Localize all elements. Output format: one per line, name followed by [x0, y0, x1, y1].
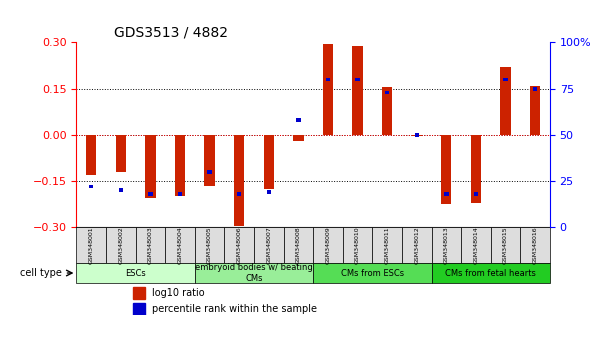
FancyBboxPatch shape	[431, 227, 461, 263]
Bar	[530, 86, 540, 135]
Text: cell type: cell type	[20, 268, 62, 278]
Bar	[266, 190, 271, 194]
Text: CMs from ESCs: CMs from ESCs	[341, 269, 404, 278]
Text: GDS3513 / 4882: GDS3513 / 4882	[114, 26, 229, 40]
Bar	[204, 135, 214, 186]
FancyBboxPatch shape	[431, 263, 550, 283]
Text: ESCs: ESCs	[125, 269, 146, 278]
Text: GSM348004: GSM348004	[177, 227, 183, 264]
Text: GSM348013: GSM348013	[444, 227, 449, 264]
Bar	[470, 135, 481, 202]
Bar	[500, 67, 511, 135]
FancyBboxPatch shape	[461, 227, 491, 263]
Text: CMs from fetal hearts: CMs from fetal hearts	[445, 269, 536, 278]
Text: GSM348007: GSM348007	[266, 227, 271, 264]
Bar	[178, 192, 182, 196]
Text: GSM348006: GSM348006	[236, 227, 241, 264]
Text: GSM348001: GSM348001	[89, 227, 93, 264]
Text: embryoid bodies w/ beating
CMs: embryoid bodies w/ beating CMs	[195, 263, 313, 283]
FancyBboxPatch shape	[224, 227, 254, 263]
Bar	[133, 287, 145, 299]
Text: log10 ratio: log10 ratio	[152, 288, 205, 298]
Bar	[263, 135, 274, 189]
FancyBboxPatch shape	[76, 263, 195, 283]
Text: GSM348008: GSM348008	[296, 227, 301, 264]
Bar	[175, 135, 185, 196]
FancyBboxPatch shape	[195, 227, 224, 263]
Bar	[503, 78, 508, 81]
FancyBboxPatch shape	[106, 227, 136, 263]
Bar	[326, 78, 330, 81]
FancyBboxPatch shape	[402, 227, 431, 263]
Bar	[533, 87, 537, 91]
FancyBboxPatch shape	[254, 227, 284, 263]
Bar	[385, 91, 389, 94]
Text: GSM348003: GSM348003	[148, 227, 153, 264]
FancyBboxPatch shape	[284, 227, 313, 263]
FancyBboxPatch shape	[195, 263, 313, 283]
FancyBboxPatch shape	[372, 227, 402, 263]
Bar	[119, 188, 123, 192]
Bar	[474, 192, 478, 196]
FancyBboxPatch shape	[313, 263, 431, 283]
Bar	[414, 133, 419, 137]
Bar	[148, 192, 153, 196]
FancyBboxPatch shape	[343, 227, 372, 263]
FancyBboxPatch shape	[76, 227, 106, 263]
Bar	[323, 44, 333, 135]
Text: GSM348010: GSM348010	[355, 227, 360, 264]
Bar	[89, 185, 93, 188]
Bar	[115, 135, 126, 172]
Bar	[412, 135, 422, 136]
Text: GSM348015: GSM348015	[503, 227, 508, 264]
Text: GSM348005: GSM348005	[207, 227, 212, 264]
Bar	[441, 135, 452, 204]
Bar	[444, 192, 448, 196]
Text: GSM348009: GSM348009	[326, 227, 331, 264]
Text: percentile rank within the sample: percentile rank within the sample	[152, 304, 317, 314]
FancyBboxPatch shape	[521, 227, 550, 263]
Bar	[237, 192, 241, 196]
FancyBboxPatch shape	[491, 227, 521, 263]
Text: GSM348016: GSM348016	[533, 227, 538, 264]
Text: GSM348002: GSM348002	[119, 227, 123, 264]
FancyBboxPatch shape	[136, 227, 165, 263]
Text: GSM348014: GSM348014	[474, 227, 478, 264]
Bar	[234, 135, 244, 226]
Bar	[86, 135, 97, 175]
Text: GSM348012: GSM348012	[414, 227, 419, 264]
Bar	[353, 46, 363, 135]
Bar	[382, 87, 392, 135]
Bar	[356, 78, 360, 81]
FancyBboxPatch shape	[165, 227, 195, 263]
FancyBboxPatch shape	[313, 227, 343, 263]
Bar	[207, 170, 212, 174]
Bar	[145, 135, 156, 198]
Bar	[296, 118, 301, 122]
Text: GSM348011: GSM348011	[385, 227, 390, 264]
Bar	[293, 135, 304, 141]
Bar	[133, 303, 145, 315]
